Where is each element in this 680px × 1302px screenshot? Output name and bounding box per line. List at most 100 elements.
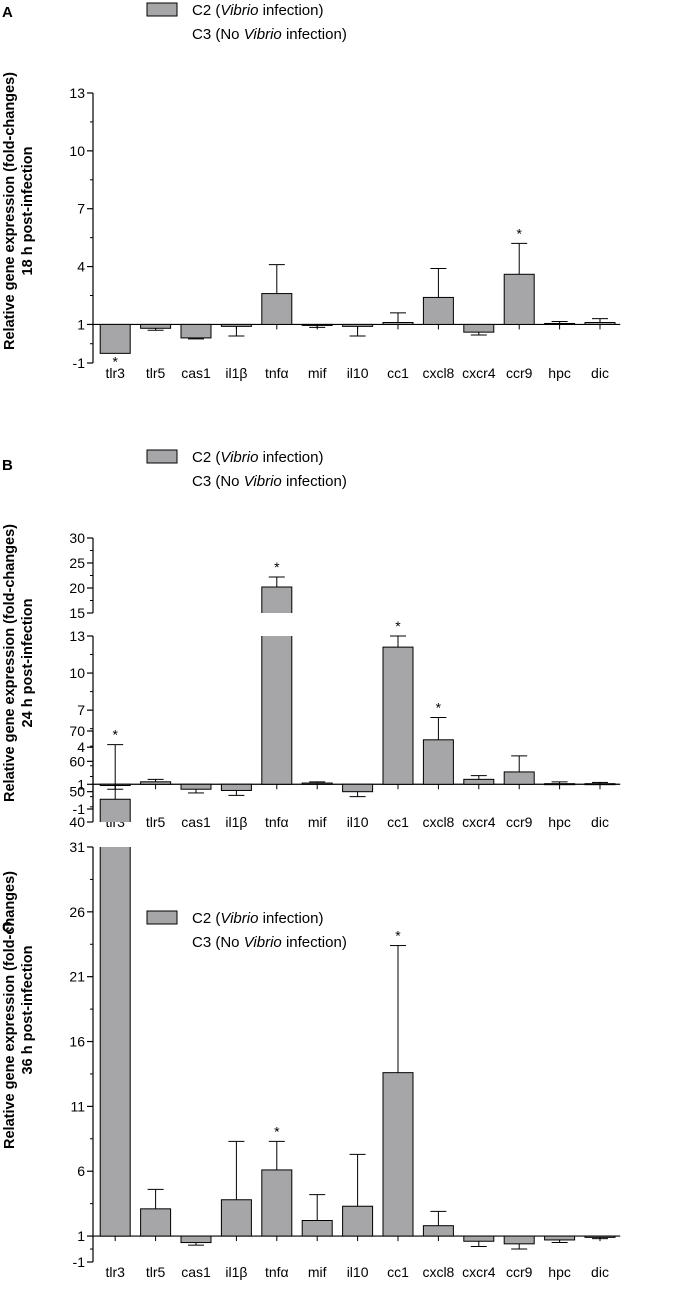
legend-c3-suffix: infection) bbox=[282, 934, 347, 951]
significance-marker: * bbox=[395, 618, 401, 634]
x-tick-label: cxcr4 bbox=[462, 365, 496, 381]
y-tick-label: 50 bbox=[69, 784, 85, 800]
legend-c2-swatch bbox=[146, 2, 178, 17]
legend-c3-italic: Vibrio bbox=[244, 473, 282, 490]
x-tick-label: hpc bbox=[548, 814, 571, 830]
y-tick-label: -1 bbox=[73, 801, 86, 817]
legend-c2-prefix: C2 ( bbox=[192, 910, 220, 927]
x-tick-label: tlr5 bbox=[146, 1264, 166, 1280]
bar bbox=[140, 323, 172, 329]
bar-upper bbox=[261, 587, 292, 613]
x-tick-label: cxcl8 bbox=[422, 814, 454, 830]
x-tick-label: cas1 bbox=[181, 1264, 211, 1280]
x-tick-label: cxcr4 bbox=[462, 1264, 496, 1280]
bar bbox=[584, 1235, 616, 1238]
x-tick-label: cas1 bbox=[181, 365, 211, 381]
legend-c2-italic: Vibrio bbox=[220, 449, 258, 466]
x-tick-label: mif bbox=[308, 1264, 327, 1280]
y-tick-label: 70 bbox=[69, 723, 85, 739]
significance-marker: * bbox=[395, 928, 401, 944]
bar bbox=[140, 1208, 172, 1237]
legend-c3-italic: Vibrio bbox=[244, 26, 282, 43]
bar bbox=[584, 783, 616, 786]
legend-c2-prefix: C2 ( bbox=[192, 449, 220, 466]
bar bbox=[463, 1235, 495, 1242]
legend-c3-italic: Vibrio bbox=[244, 934, 282, 951]
bar bbox=[180, 1235, 212, 1244]
y-tick-label: 7 bbox=[77, 201, 85, 217]
x-tick-label: il10 bbox=[347, 1264, 369, 1280]
bar bbox=[99, 323, 131, 354]
x-tick-label: cxcr4 bbox=[462, 814, 496, 830]
x-tick-label: cxcl8 bbox=[422, 365, 454, 381]
legend-c2-text: C2 (Vibrio infection) bbox=[192, 449, 323, 466]
legend-c3-suffix: infection) bbox=[282, 473, 347, 490]
legend-c3-text: C3 (No Vibrio infection) bbox=[192, 934, 347, 951]
legend-c2-swatch bbox=[146, 910, 178, 925]
bar bbox=[342, 323, 374, 327]
legend-c2-text: C2 (Vibrio infection) bbox=[192, 910, 323, 927]
x-tick-label: hpc bbox=[548, 1264, 571, 1280]
y-axis-sublabel: 24 h post-infection bbox=[20, 599, 36, 728]
x-tick-label: cxcl8 bbox=[422, 1264, 454, 1280]
x-tick-label: tlr5 bbox=[146, 365, 166, 381]
bar bbox=[301, 1220, 333, 1237]
y-axis-sublabel: 36 h post-infection bbox=[20, 946, 36, 1075]
y-axis-label: Relative gene expression (fold-changes) bbox=[2, 524, 18, 802]
legend-c3-suffix: infection) bbox=[282, 26, 347, 43]
bar bbox=[100, 847, 131, 1237]
significance-marker: * bbox=[112, 353, 118, 369]
y-tick-label: 30 bbox=[69, 530, 85, 546]
bar bbox=[422, 296, 454, 325]
bar bbox=[261, 1169, 293, 1237]
y-tick-label: 15 bbox=[69, 605, 85, 621]
bar bbox=[463, 778, 495, 785]
y-tick-label: 13 bbox=[69, 85, 85, 101]
x-tick-label: tlr3 bbox=[105, 365, 125, 381]
legend-c2-suffix: infection) bbox=[258, 910, 323, 927]
y-axis-sublabel: 18 h post-infection bbox=[20, 147, 36, 276]
x-tick-label: tnfα bbox=[265, 1264, 289, 1280]
legend-c2-suffix: infection) bbox=[258, 449, 323, 466]
legend-c3-text: C3 (No Vibrio infection) bbox=[192, 473, 347, 490]
x-tick-label: ccr9 bbox=[506, 365, 533, 381]
y-tick-label: 20 bbox=[69, 580, 85, 596]
y-tick-label: 31 bbox=[69, 839, 85, 855]
bar bbox=[301, 323, 333, 326]
x-tick-label: cc1 bbox=[387, 814, 409, 830]
x-tick-label: il10 bbox=[347, 365, 369, 381]
y-axis-label: Relative gene expression (fold-changes) bbox=[2, 871, 18, 1149]
bar bbox=[342, 783, 374, 793]
bar bbox=[503, 273, 535, 325]
y-tick-label: 11 bbox=[70, 1098, 85, 1114]
x-tick-label: ccr9 bbox=[506, 1264, 533, 1280]
x-tick-label: dic bbox=[591, 814, 609, 830]
legend-c2-italic: Vibrio bbox=[220, 910, 258, 927]
bar bbox=[382, 1072, 414, 1237]
legend-c2-suffix: infection) bbox=[258, 2, 323, 19]
legend-c2-swatch bbox=[146, 449, 178, 464]
y-tick-label: 1 bbox=[77, 776, 85, 792]
y-tick-label: 4 bbox=[77, 739, 85, 755]
y-tick-label: -1 bbox=[73, 355, 86, 371]
bar bbox=[544, 783, 576, 786]
y-tick-label: 21 bbox=[69, 969, 85, 985]
x-tick-label: dic bbox=[591, 365, 609, 381]
significance-marker: * bbox=[112, 727, 118, 743]
x-tick-label: dic bbox=[591, 1264, 609, 1280]
legend-c3-text: C3 (No Vibrio infection) bbox=[192, 26, 347, 43]
x-tick-label: tnfα bbox=[265, 365, 289, 381]
legend-c2-prefix: C2 ( bbox=[192, 2, 220, 19]
panel-label-c: C bbox=[2, 919, 13, 936]
y-tick-label: 26 bbox=[69, 904, 85, 920]
y-tick-label: -1 bbox=[73, 1254, 86, 1270]
panel-label-a: A bbox=[2, 4, 13, 21]
x-tick-label: tlr3 bbox=[105, 1264, 125, 1280]
x-tick-label: cas1 bbox=[181, 814, 211, 830]
panel-c-chart: C2 (Vibrio infection)C3 (No Vibrio infec… bbox=[2, 723, 621, 1280]
x-tick-label: hpc bbox=[548, 365, 571, 381]
x-tick-label: cc1 bbox=[387, 1264, 409, 1280]
bar bbox=[220, 783, 252, 791]
x-tick-label: ccr9 bbox=[506, 814, 533, 830]
bar bbox=[180, 783, 212, 790]
